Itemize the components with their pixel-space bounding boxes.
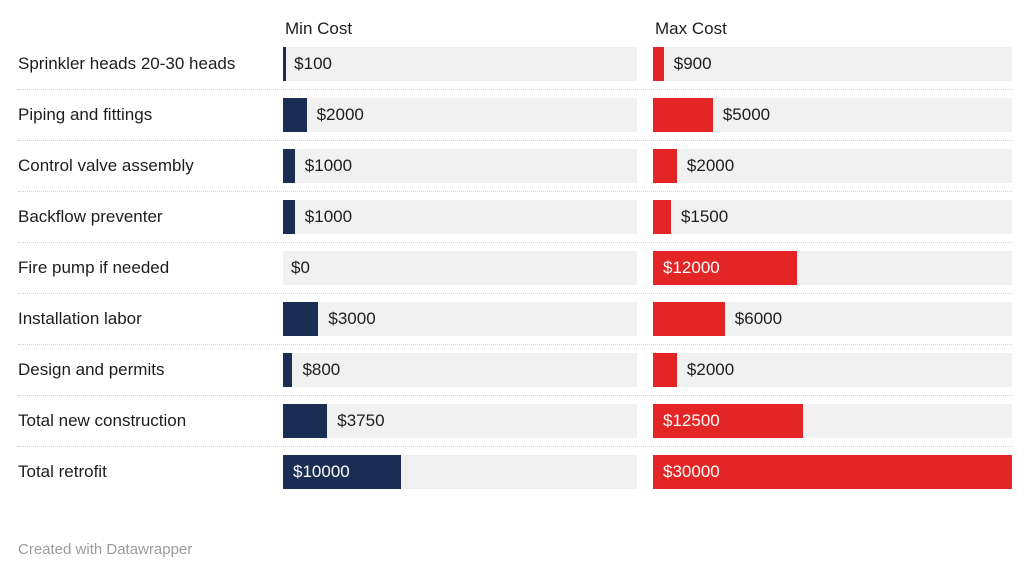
chart-row: Control valve assembly $1000 $2000 [18,140,1024,183]
attribution-link[interactable]: Created with Datawrapper [18,541,193,558]
row-label: Control valve assembly [18,156,194,175]
min-cost-value: $0 [291,258,310,277]
min-cost-value: $10000 [293,462,350,481]
max-cost-value: $30000 [663,462,720,481]
chart-row: Total retrofit $10000 $30000 [18,446,1024,489]
min-cost-track: $1000 [283,200,637,234]
chart-row: Installation labor $3000 $6000 [18,293,1024,336]
chart-row: Fire pump if needed $0 $12000 [18,242,1024,285]
max-cost-value: $2000 [686,156,735,175]
min-cost-track: $0 [283,251,637,285]
min-cost-value: $1000 [304,156,353,175]
min-cost-track: $800 [283,353,637,387]
min-cost-bar [283,149,295,183]
row-label: Design and permits [18,360,165,379]
max-cost-value: $12000 [663,258,720,277]
chart-rows: Sprinkler heads 20-30 heads $100 $900 Pi… [18,47,1024,489]
max-cost-track: $2000 [653,149,1012,183]
max-cost-track: $5000 [653,98,1012,132]
max-cost-bar [653,302,725,336]
row-label: Backflow preventer [18,207,163,226]
max-cost-track: $12000 [653,251,1012,285]
min-cost-bar [283,404,328,438]
max-cost-track: $900 [653,47,1012,81]
max-cost-bar [653,455,1012,489]
min-cost-bar [283,302,319,336]
min-cost-bar [283,455,401,489]
max-cost-value: $900 [673,54,712,73]
chart-row: Design and permits $800 $2000 [18,344,1024,387]
max-cost-track: $12500 [653,404,1012,438]
min-cost-track: $3000 [283,302,637,336]
max-cost-bar [653,98,713,132]
max-cost-bar [653,353,677,387]
max-cost-track: $30000 [653,455,1012,489]
min-cost-track: $3750 [283,404,637,438]
min-cost-bar [283,353,293,387]
row-label: Installation labor [18,309,142,328]
row-label: Total new construction [18,411,187,430]
chart-row: Sprinkler heads 20-30 heads $100 $900 [18,47,1024,81]
chart-row: Backflow preventer $1000 $1500 [18,191,1024,234]
max-cost-value: $1500 [680,207,729,226]
row-label: Fire pump if needed [18,258,170,277]
min-cost-track: $10000 [283,455,637,489]
row-label: Total retrofit [18,462,107,481]
max-cost-track: $1500 [653,200,1012,234]
max-cost-value: $6000 [734,309,783,328]
max-cost-bar [653,149,677,183]
max-cost-value: $2000 [686,360,735,379]
max-cost-track: $6000 [653,302,1012,336]
max-cost-track: $2000 [653,353,1012,387]
max-cost-bar [653,200,671,234]
column-header-min-cost: Min Cost [285,19,353,38]
max-cost-bar [653,47,664,81]
max-cost-bar [653,404,803,438]
min-cost-value: $3750 [337,411,385,430]
column-header-max-cost: Max Cost [655,19,727,38]
row-label: Sprinkler heads 20-30 heads [18,54,236,73]
min-cost-value: $2000 [316,105,364,124]
min-cost-bar [283,98,307,132]
column-headers: Min Cost Max Cost [18,19,1024,47]
max-cost-value: $12500 [663,411,720,430]
row-label: Piping and fittings [18,105,153,124]
min-cost-value: $800 [302,360,341,379]
min-cost-value: $1000 [304,207,353,226]
min-cost-bar [283,47,286,81]
min-cost-value: $100 [294,54,332,73]
max-cost-value: $5000 [722,105,771,124]
min-cost-bar [283,200,295,234]
chart-row: Piping and fittings $2000 $5000 [18,89,1024,132]
min-cost-value: $3000 [328,309,376,328]
max-cost-bar [653,251,797,285]
chart-row: Total new construction $3750 $12500 [18,395,1024,438]
min-cost-track: $1000 [283,149,637,183]
min-cost-track: $100 [283,47,637,81]
min-cost-track: $2000 [283,98,637,132]
